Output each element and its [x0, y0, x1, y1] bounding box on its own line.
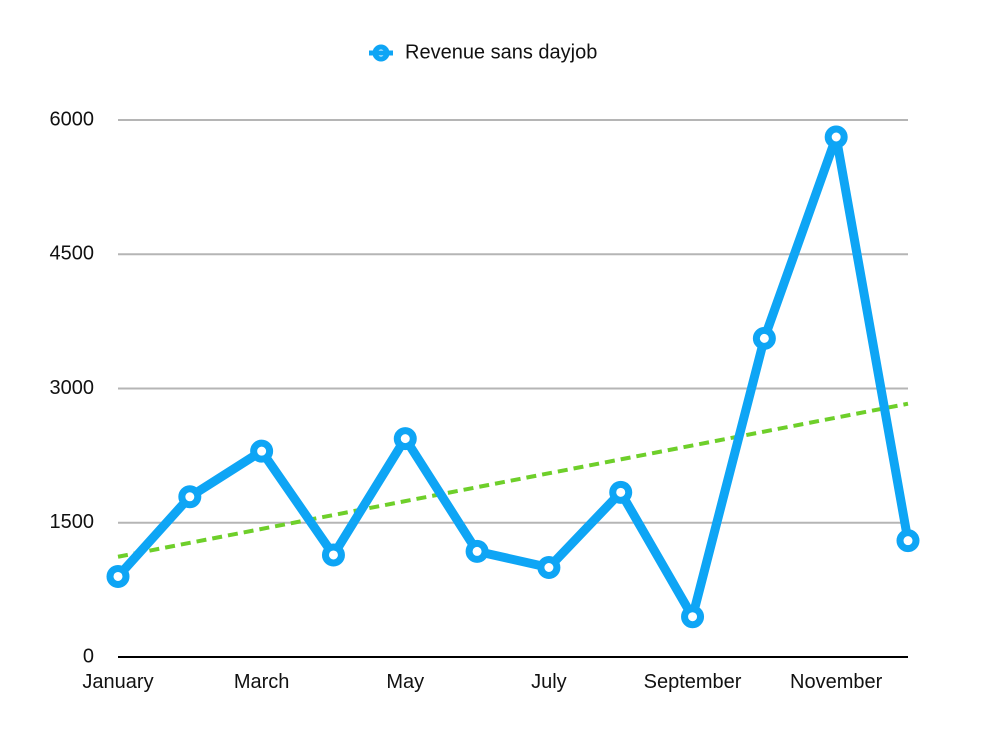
- data-point: [178, 485, 202, 509]
- data-point: [609, 480, 633, 504]
- x-tick-label: March: [234, 671, 290, 693]
- y-tick-label: 0: [83, 645, 94, 667]
- y-tick-label: 3000: [50, 377, 95, 399]
- trendline: [117, 401, 909, 559]
- x-tick-label: November: [790, 671, 883, 693]
- gridlines: [118, 119, 908, 524]
- x-tick-label: September: [644, 671, 742, 693]
- x-axis-ticks: January March May July September November: [82, 671, 882, 693]
- y-tick-label: 1500: [50, 511, 95, 533]
- data-point: [250, 439, 274, 463]
- x-tick-label: May: [386, 671, 424, 693]
- y-tick-label: 6000: [50, 108, 95, 130]
- legend: Revenue sans dayjob: [369, 41, 597, 63]
- y-axis-ticks: 0 1500 3000 4500 6000: [50, 108, 95, 667]
- data-point: [824, 125, 848, 149]
- data-point: [537, 556, 561, 579]
- y-tick-label: 4500: [50, 243, 95, 265]
- data-point: [896, 529, 920, 553]
- series-line: [113, 132, 913, 622]
- x-tick-label: July: [531, 671, 567, 693]
- data-point: [321, 543, 345, 567]
- data-point: [393, 427, 417, 451]
- legend-label: Revenue sans dayjob: [405, 41, 597, 63]
- data-points: [106, 125, 920, 629]
- data-point: [106, 564, 130, 588]
- data-point: [752, 326, 776, 350]
- data-point: [465, 539, 489, 563]
- x-tick-label: January: [82, 671, 153, 693]
- data-point: [681, 605, 705, 629]
